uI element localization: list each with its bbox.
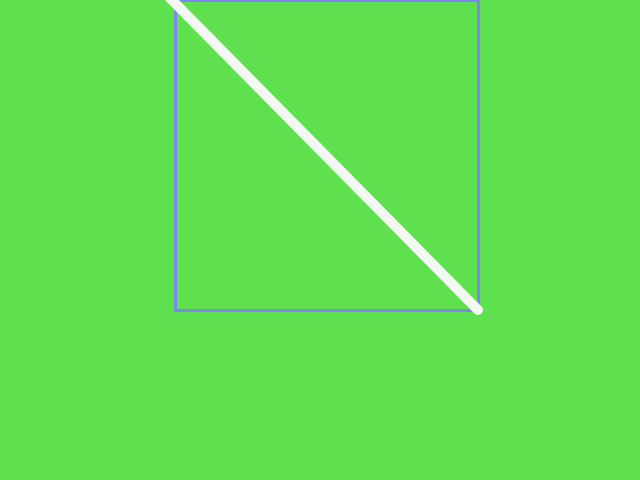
diagonal-line[interactable]: [164, 0, 483, 315]
selection-box[interactable]: [174, 0, 480, 312]
